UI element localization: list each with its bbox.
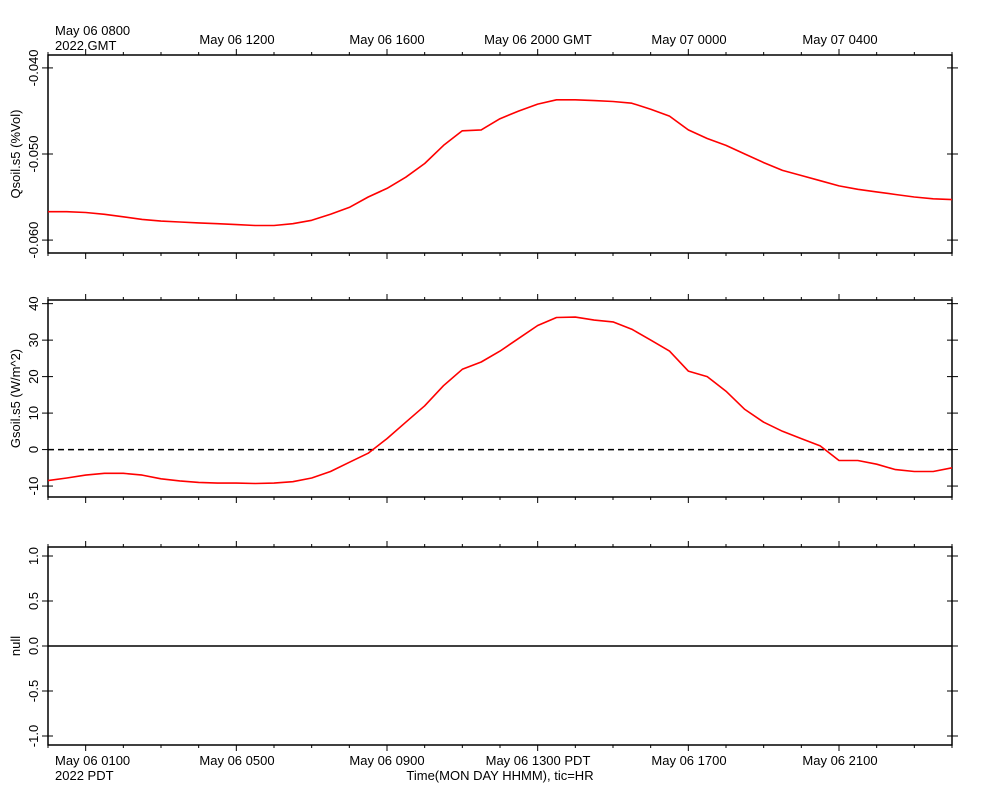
y-tick-label: 1.0 bbox=[26, 547, 41, 565]
y-tick-label: 0.0 bbox=[26, 637, 41, 655]
x-axis-title: Time(MON DAY HHMM), tic=HR bbox=[406, 768, 593, 783]
y-tick-label: 10 bbox=[26, 406, 41, 420]
top-tick-label-2: May 06 1600 bbox=[349, 32, 424, 47]
plot-frame bbox=[47, 54, 953, 254]
y-tick-label: -0.060 bbox=[26, 222, 41, 259]
y-axis-title: null bbox=[8, 636, 23, 656]
y-tick-label: 30 bbox=[26, 333, 41, 347]
top-first-year-label: 2022 GMT bbox=[55, 38, 116, 53]
data-series-line bbox=[47, 316, 953, 485]
y-tick-label: -0.040 bbox=[26, 49, 41, 86]
top-tick-label-1: May 06 1200 bbox=[199, 32, 274, 47]
bottom-tick-label-1: May 06 0500 bbox=[199, 753, 274, 768]
panel-gsoil: 40 30 20 10 0 -10 Gsoil.s5 (W/m^2) bbox=[8, 294, 958, 503]
plot-frame bbox=[47, 299, 953, 498]
top-tick-label-5: May 07 0400 bbox=[802, 32, 877, 47]
panel-qsoil: -0.040 -0.050 -0.060 Qsoil.s5 (%Vol) bbox=[8, 49, 958, 259]
bottom-tick-label-4: May 06 1700 bbox=[651, 753, 726, 768]
y-tick-label: -0.5 bbox=[26, 680, 41, 702]
y-axis-title: Qsoil.s5 (%Vol) bbox=[8, 110, 23, 199]
y-tick-label: 0.5 bbox=[26, 592, 41, 610]
bottom-tick-label-2: May 06 0900 bbox=[349, 753, 424, 768]
y-tick-label: -0.050 bbox=[26, 136, 41, 173]
bottom-first-time-label: May 06 0100 bbox=[55, 753, 130, 768]
bottom-tick-label-3: May 06 1300 PDT bbox=[486, 753, 591, 768]
bottom-tick-label-5: May 06 2100 bbox=[802, 753, 877, 768]
y-tick-label: 40 bbox=[26, 296, 41, 310]
panel-null: 1.0 0.5 0.0 -0.5 -1.0 null bbox=[8, 541, 958, 751]
top-tick-label-4: May 07 0000 bbox=[651, 32, 726, 47]
y-tick-label: 0 bbox=[26, 446, 41, 453]
top-first-time-label: May 06 0800 bbox=[55, 23, 130, 38]
top-tick-label-3: May 06 2000 GMT bbox=[484, 32, 592, 47]
y-axis-title: Gsoil.s5 (W/m^2) bbox=[8, 349, 23, 448]
data-series-line bbox=[48, 99, 953, 227]
bottom-first-year-label: 2022 PDT bbox=[55, 768, 114, 783]
y-tick-label: 20 bbox=[26, 369, 41, 383]
y-tick-label: -10 bbox=[26, 477, 41, 496]
y-tick-label: -1.0 bbox=[26, 725, 41, 747]
